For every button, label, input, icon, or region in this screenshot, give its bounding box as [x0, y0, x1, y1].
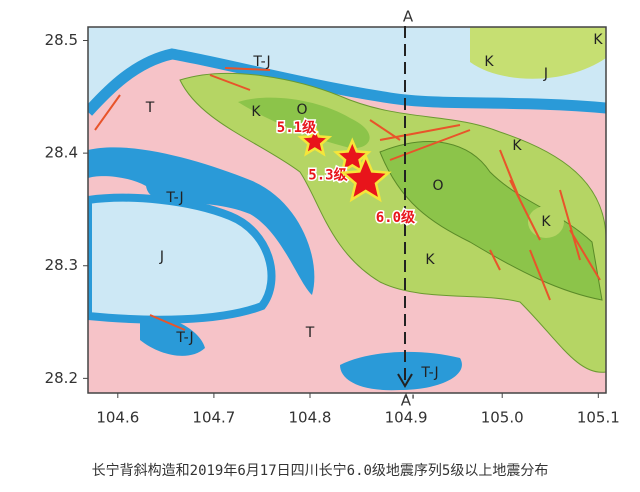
fault-lines — [94, 67, 601, 331]
tj-band-west — [88, 147, 315, 295]
section-start: A — [403, 8, 414, 26]
region-label: J — [543, 66, 548, 82]
k-unit — [179, 72, 606, 373]
y-tick-label: 28.5 — [45, 31, 78, 49]
earthquake-star — [339, 152, 392, 203]
o-unit-east — [379, 141, 603, 301]
map-area: T-J K J K T K O K O T-J K J K T T-J T-J — [88, 27, 606, 393]
region-label: O — [432, 178, 443, 194]
region-label: T — [145, 100, 155, 116]
x-tick-label: 104.9 — [385, 409, 428, 427]
earthquake-label: 5.1级 — [277, 119, 317, 136]
region-label: T-J — [165, 190, 183, 206]
region-label: J — [159, 249, 164, 265]
earthquake-star — [333, 137, 372, 175]
region-label: T — [305, 325, 315, 341]
earthquake-label: 5.3级 — [308, 167, 348, 184]
region-label: K — [541, 214, 551, 230]
x-tick-label: 104.7 — [192, 409, 235, 427]
y-tick-label: 28.2 — [45, 369, 78, 387]
x-tick-label: 104.8 — [289, 409, 332, 427]
o-unit-west — [238, 97, 370, 149]
tj-patch-s — [340, 351, 462, 391]
k-unit-ne — [470, 27, 606, 79]
events: 5.1级 5.3级 6.0级 — [275, 117, 417, 227]
earthquake-label: 6.0级 — [376, 209, 416, 226]
earthquake-star — [297, 123, 333, 157]
section-arrow — [397, 373, 413, 388]
region-label: K — [251, 104, 261, 120]
region-label: K — [425, 252, 435, 268]
x-tick-label: 105.0 — [481, 409, 524, 427]
region-label: K — [484, 54, 494, 70]
caption: 长宁背斜构造和2019年6月17日四川长宁6.0级地震序列5级以上地震分布 — [92, 462, 549, 479]
x-tick-label: 104.6 — [96, 409, 139, 427]
region-label: T-J — [175, 330, 193, 346]
tj-patch-sw — [140, 316, 205, 356]
y-tick-label: 28.3 — [45, 256, 78, 274]
region-label: T-J — [252, 54, 270, 70]
section-end: A' — [401, 392, 415, 410]
y-tick-label: 28.4 — [45, 144, 78, 162]
k-inlier — [528, 206, 564, 238]
region-label: O — [296, 102, 307, 118]
region-label: T-J — [420, 365, 438, 381]
region-label: K — [593, 32, 603, 48]
tj-band-north — [88, 48, 606, 116]
frame — [87, 26, 607, 394]
x-tick-label: 105.1 — [577, 409, 620, 427]
region-label: K — [512, 138, 522, 154]
